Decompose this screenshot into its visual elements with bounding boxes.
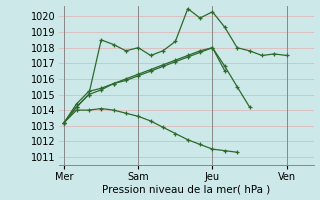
X-axis label: Pression niveau de la mer( hPa ): Pression niveau de la mer( hPa ) — [102, 184, 271, 194]
